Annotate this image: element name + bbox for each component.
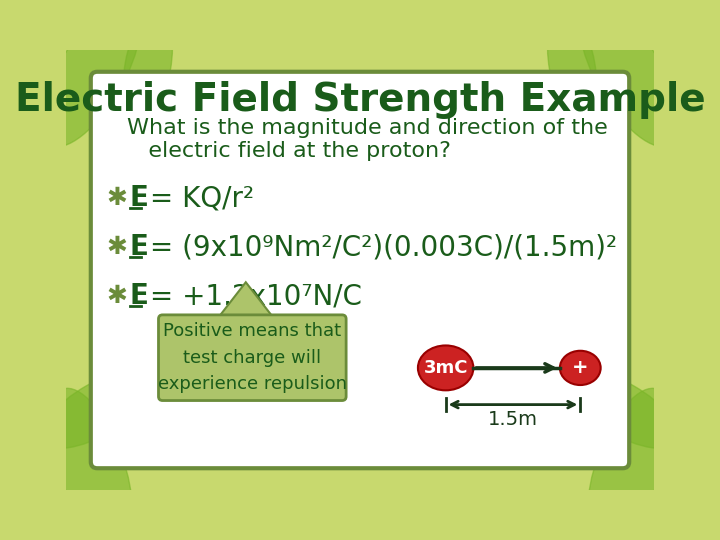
FancyBboxPatch shape <box>91 72 629 468</box>
Ellipse shape <box>50 388 132 540</box>
Ellipse shape <box>41 369 157 448</box>
Text: ✱: ✱ <box>107 284 127 308</box>
Ellipse shape <box>588 388 670 540</box>
Text: = KQ/r²: = KQ/r² <box>140 184 253 212</box>
Text: E: E <box>130 184 149 212</box>
Ellipse shape <box>563 369 679 448</box>
Ellipse shape <box>580 2 679 147</box>
Text: E: E <box>130 233 149 261</box>
Text: +: + <box>572 359 588 377</box>
Ellipse shape <box>547 10 597 123</box>
Text: 3mC: 3mC <box>423 359 468 377</box>
Text: = (9x10⁹Nm²/C²)(0.003C)/(1.5m)²: = (9x10⁹Nm²/C²)(0.003C)/(1.5m)² <box>140 233 616 261</box>
Text: E: E <box>130 282 149 310</box>
Ellipse shape <box>418 346 473 390</box>
Ellipse shape <box>41 2 140 147</box>
Text: = +1.2x10⁷N/C: = +1.2x10⁷N/C <box>140 282 361 310</box>
Polygon shape <box>217 282 274 319</box>
FancyBboxPatch shape <box>158 315 346 401</box>
Text: What is the magnitude and direction of the
   electric field at the proton?: What is the magnitude and direction of t… <box>127 118 608 161</box>
Text: 1.5m: 1.5m <box>488 410 538 429</box>
Ellipse shape <box>560 351 600 385</box>
Text: Electric Field Strength Example: Electric Field Strength Example <box>14 82 706 119</box>
Ellipse shape <box>123 10 173 123</box>
Text: Positive means that
test charge will
experience repulsion: Positive means that test charge will exp… <box>158 322 347 393</box>
Text: ✱: ✱ <box>107 235 127 259</box>
Text: ✱: ✱ <box>107 186 127 210</box>
